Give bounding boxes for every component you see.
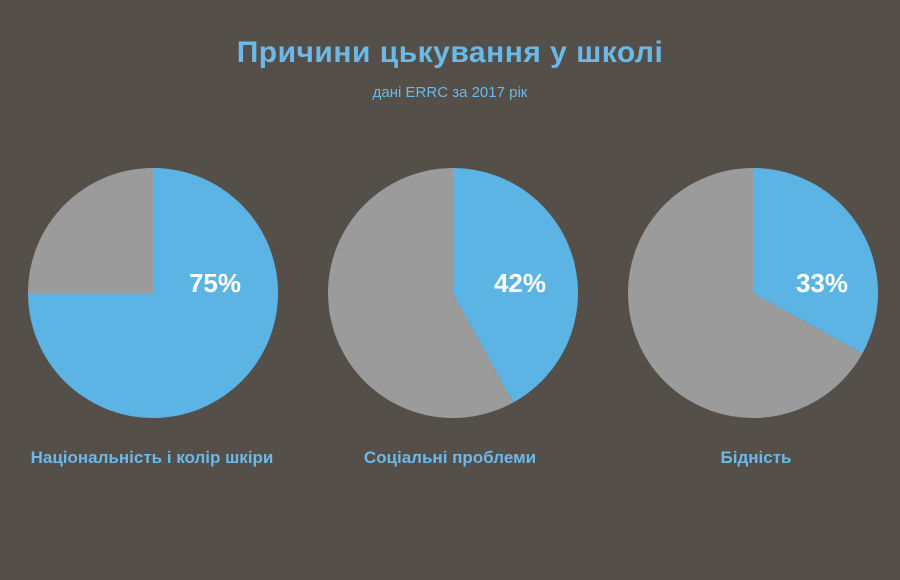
pie-3-slice-rest xyxy=(628,168,863,418)
pie-chart-3: 33% xyxy=(627,167,879,419)
chart-title: Причини цькування у школі xyxy=(236,36,664,69)
pie-3-slice-value xyxy=(753,168,879,354)
pie-2-category-label: Соціальні проблеми xyxy=(363,448,537,467)
pie-2-slice-value xyxy=(453,168,579,403)
pie-1-slice-rest xyxy=(28,168,153,293)
pie-svg-2 xyxy=(328,168,579,418)
pie-chart-2: 42% xyxy=(327,167,579,419)
pie-2-slice-rest xyxy=(328,168,514,418)
pie-1-value-label: 75% xyxy=(188,268,242,298)
pie-svg-3 xyxy=(628,168,879,418)
pie-1-slice-value xyxy=(28,168,278,418)
pie-1-category-label: Національність і колір шкіри xyxy=(30,448,274,467)
pie-3-category-label: Бідність xyxy=(720,448,792,467)
pie-svg-1 xyxy=(28,168,278,418)
chart-subtitle: дані ERRC за 2017 рік xyxy=(372,84,528,101)
pie-chart-1: 75% xyxy=(27,167,279,419)
pie-3-value-label: 33% xyxy=(795,268,849,298)
pie-2-value-label: 42% xyxy=(493,268,547,298)
